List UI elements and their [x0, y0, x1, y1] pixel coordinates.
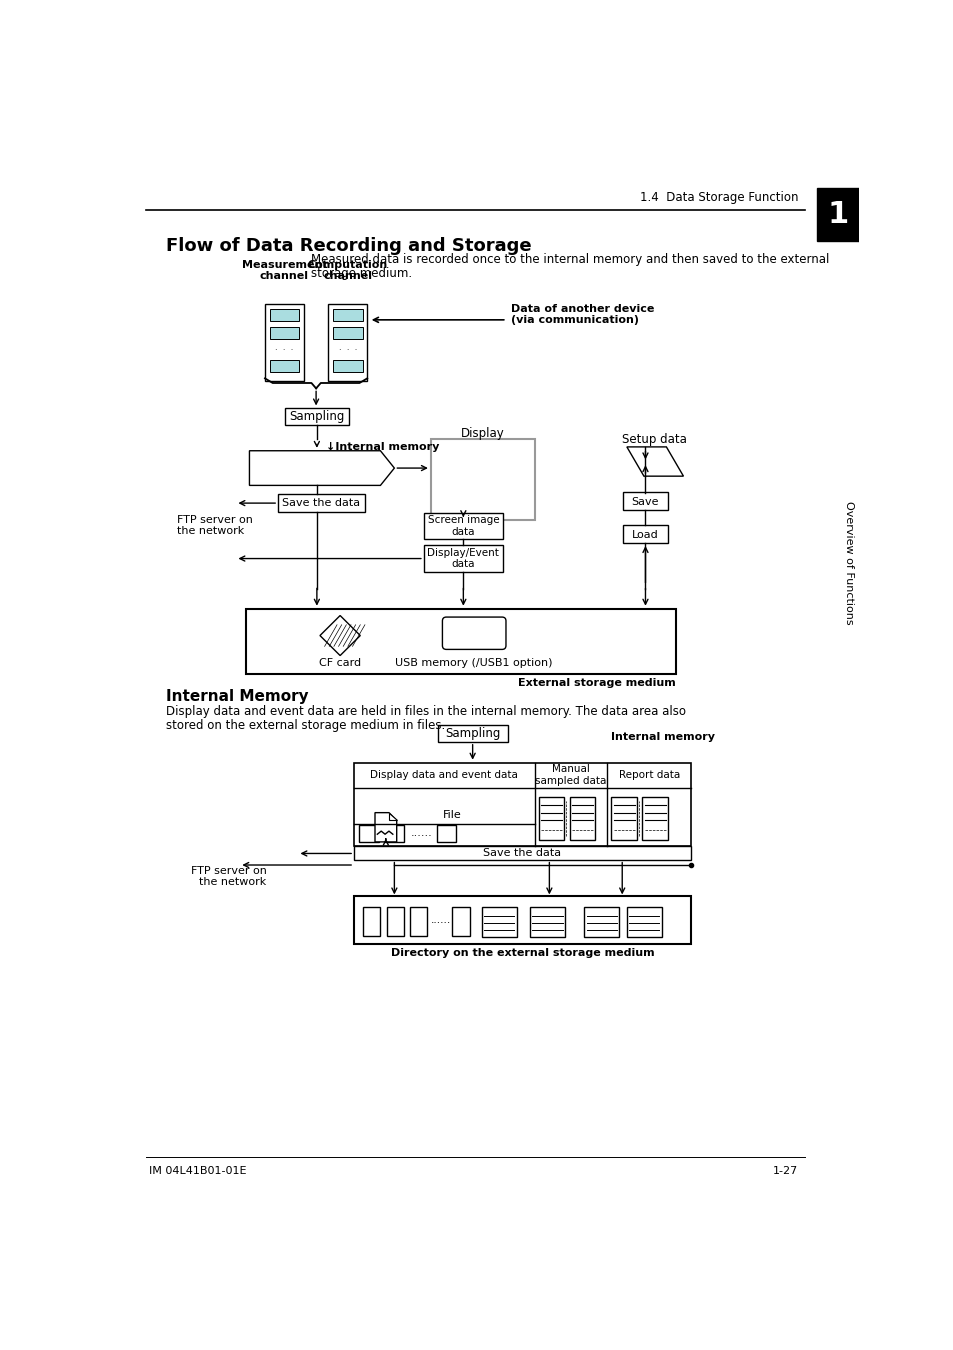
Bar [622, 493, 667, 510]
Bar [386, 907, 403, 936]
Text: External storage medium: External storage medium [517, 678, 675, 688]
Polygon shape [319, 616, 360, 656]
Text: ......: ...... [410, 829, 432, 838]
Text: stored on the external storage medium in files.: stored on the external storage medium in… [166, 718, 444, 732]
Bar [816, 188, 858, 240]
Text: FTP server on
the network: FTP server on the network [177, 514, 253, 536]
Bar [641, 798, 667, 840]
Bar [611, 798, 637, 840]
Text: File: File [442, 810, 461, 819]
Bar [530, 907, 564, 937]
Bar [245, 609, 675, 674]
Text: Setup data: Setup data [621, 433, 686, 446]
Bar [328, 305, 367, 382]
Text: Sampling: Sampling [289, 410, 344, 424]
Text: ......: ...... [431, 915, 451, 926]
Bar [270, 309, 298, 321]
Text: Directory on the external storage medium: Directory on the external storage medium [391, 948, 654, 958]
Text: ↓Internal memory: ↓Internal memory [326, 441, 439, 451]
Polygon shape [389, 813, 396, 821]
Text: Overview of Functions: Overview of Functions [843, 501, 853, 624]
Text: ·  ·  ·: · · · [274, 346, 294, 355]
Text: Display data and event data are held in files in the internal memory. The data a: Display data and event data are held in … [166, 705, 685, 718]
Text: Sampling: Sampling [444, 726, 499, 740]
Text: 1.4  Data Storage Function: 1.4 Data Storage Function [639, 190, 798, 204]
Bar [452, 907, 469, 936]
Text: ·  ·  ·: · · · [338, 346, 356, 355]
Text: Load: Load [632, 529, 659, 540]
Bar [265, 305, 303, 382]
Bar [569, 798, 595, 840]
Text: Measurement
channel: Measurement channel [241, 259, 327, 281]
Bar [333, 360, 362, 373]
Text: Display/Event
data: Display/Event data [427, 548, 498, 570]
Bar [436, 825, 456, 842]
Text: FTP server on
the network: FTP server on the network [191, 865, 266, 887]
Text: Measured data is recorded once to the internal memory and then saved to the exte: Measured data is recorded once to the in… [311, 252, 829, 266]
Bar [333, 309, 362, 321]
Text: Data of another device
(via communication): Data of another device (via communicatio… [510, 304, 654, 325]
Text: Save: Save [631, 497, 659, 506]
Text: Computation
channel: Computation channel [308, 259, 388, 281]
Bar [354, 763, 691, 845]
Text: IM 04L41B01-01E: IM 04L41B01-01E [149, 1166, 246, 1176]
Bar [278, 494, 365, 512]
Bar [270, 327, 298, 339]
Bar [622, 525, 667, 543]
Bar [359, 825, 378, 842]
Bar [423, 513, 502, 539]
Polygon shape [375, 813, 396, 842]
Text: Display: Display [460, 427, 504, 440]
Bar [583, 907, 618, 937]
Bar [537, 798, 563, 840]
Text: Save the data: Save the data [482, 848, 560, 857]
Text: Report data: Report data [618, 769, 679, 780]
Bar [285, 409, 348, 425]
Text: Flow of Data Recording and Storage: Flow of Data Recording and Storage [166, 238, 531, 255]
FancyBboxPatch shape [442, 617, 505, 649]
Text: USB memory (/USB1 option): USB memory (/USB1 option) [395, 657, 553, 668]
Text: 1-27: 1-27 [772, 1166, 798, 1176]
Text: Manual
sampled data: Manual sampled data [535, 764, 606, 786]
Text: Internal memory: Internal memory [611, 732, 715, 742]
Text: Screen image
data: Screen image data [427, 516, 498, 537]
Bar [363, 907, 380, 936]
Bar [354, 896, 691, 944]
Bar [270, 360, 298, 373]
Text: 1: 1 [826, 200, 847, 230]
Bar [354, 845, 691, 860]
Polygon shape [249, 451, 394, 486]
Text: Save the data: Save the data [282, 498, 360, 508]
Text: Display data and event data: Display data and event data [370, 769, 517, 780]
Text: Internal Memory: Internal Memory [166, 690, 308, 705]
Bar [431, 439, 535, 520]
Text: storage medium.: storage medium. [311, 267, 412, 279]
Bar [385, 825, 404, 842]
Bar [410, 907, 427, 936]
Text: CF card: CF card [318, 657, 361, 668]
Bar [333, 327, 362, 339]
Bar [626, 907, 661, 937]
Bar [481, 907, 517, 937]
Bar [437, 725, 507, 741]
Polygon shape [626, 447, 682, 477]
Bar [423, 545, 502, 571]
